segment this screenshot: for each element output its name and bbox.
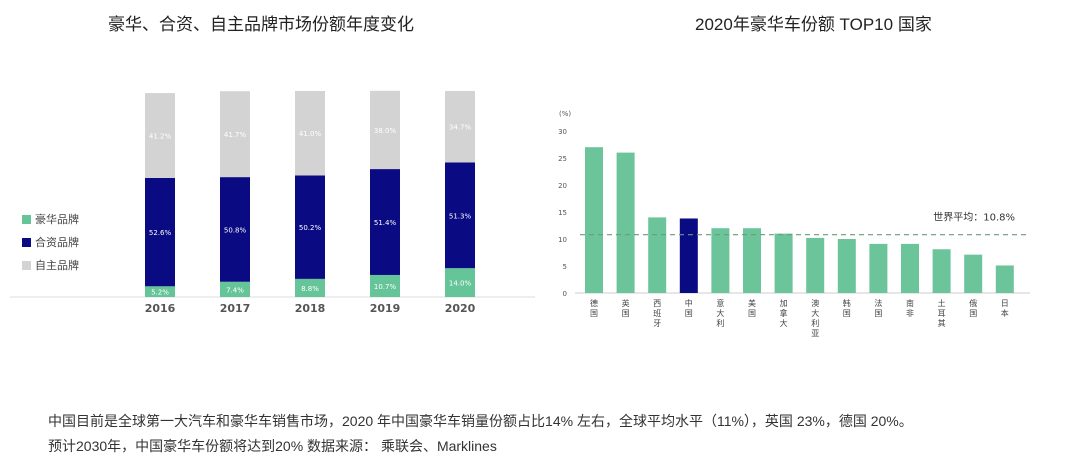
stack-segment-3-2019 bbox=[370, 90, 400, 170]
y-tick-30: 30 bbox=[558, 128, 567, 136]
x-tick-2016: 2016 bbox=[145, 302, 176, 315]
x-tick-德国: 德国 bbox=[590, 298, 598, 318]
x-tick-英国: 英国 bbox=[622, 298, 630, 318]
y-tick-5: 5 bbox=[563, 263, 567, 271]
x-tick-南非: 南非 bbox=[906, 298, 914, 318]
world-average-label: 世界平均：10.8% bbox=[933, 212, 1015, 224]
y-tick-25: 25 bbox=[558, 155, 567, 163]
bar-加拿大 bbox=[774, 233, 793, 293]
y-axis-unit: (%) bbox=[559, 110, 571, 118]
bar-中国 bbox=[679, 218, 698, 293]
bar-英国 bbox=[616, 152, 635, 293]
y-tick-0: 0 bbox=[563, 290, 567, 298]
segment-label-1-2017: 7.4% bbox=[226, 286, 244, 294]
segment-label-1-2018: 8.8% bbox=[301, 285, 319, 293]
stack-segment-1-2016 bbox=[145, 286, 175, 297]
legend-swatch-1 bbox=[22, 215, 31, 224]
bar-西班牙 bbox=[648, 217, 667, 293]
x-tick-西班牙: 西班牙 bbox=[653, 299, 661, 328]
y-tick-10: 10 bbox=[558, 236, 567, 244]
stack-segment-2-2018 bbox=[295, 175, 325, 279]
stack-segment-2-2020 bbox=[445, 162, 475, 269]
segment-label-1-2016: 5.2% bbox=[151, 289, 169, 297]
stack-segment-3-2016 bbox=[145, 93, 175, 178]
stack-segment-1-2017 bbox=[220, 281, 250, 297]
x-tick-俄国: 俄国 bbox=[969, 298, 977, 318]
x-tick-2017: 2017 bbox=[220, 302, 251, 315]
x-tick-中国: 中国 bbox=[685, 298, 693, 318]
market-share-stacked-chart: 5.2% 52.6% 41.2% 2016 7.4% 50.8% 41.7% 2017 8.8%… bbox=[10, 90, 535, 315]
stack-segment-1-2018 bbox=[295, 278, 325, 297]
segment-label-3-2017: 41.7% bbox=[224, 131, 247, 139]
bar-澳大利亚 bbox=[806, 237, 825, 293]
left-chart-title: 豪华、合资、自主品牌市场份额年度变化 bbox=[108, 15, 414, 34]
x-tick-美国: 美国 bbox=[748, 298, 756, 318]
bar-韩国 bbox=[837, 239, 856, 293]
right-chart-title: 2020年豪华车份额 TOP10 国家 bbox=[695, 15, 932, 34]
segment-label-2-2016: 52.6% bbox=[149, 229, 172, 237]
luxury-share-top10-chart: (%) 0 5 10 15 20 25 30 德国 英国 西班牙 中国 意大利 美国 加拿大 澳大利亚 韩国 法国… bbox=[558, 110, 1030, 338]
x-tick-2020: 2020 bbox=[445, 302, 476, 315]
bar-日本 bbox=[995, 265, 1014, 293]
legend-label-1: 豪华品牌 bbox=[35, 212, 79, 226]
x-tick-韩国: 韩国 bbox=[843, 298, 851, 318]
legend-label-2: 合资品牌 bbox=[35, 235, 79, 249]
segment-label-1-2019: 10.7% bbox=[374, 283, 397, 291]
segment-label-2-2019: 51.4% bbox=[374, 219, 397, 227]
x-tick-2019: 2019 bbox=[370, 302, 401, 315]
footer-note-line-1: 中国目前是全球第一大汽车和豪华车销售市场，2020 年中国豪华车销量份额占比14… bbox=[48, 413, 913, 429]
footer-note-line-2: 预计2030年，中国豪华车份额将达到20% 数据来源： 乘联会、Markline… bbox=[48, 438, 497, 454]
x-tick-土耳其: 土耳其 bbox=[938, 298, 946, 328]
x-tick-日本: 日本 bbox=[1001, 299, 1009, 318]
bar-德国 bbox=[585, 147, 603, 293]
stack-segment-3-2018 bbox=[295, 91, 325, 176]
segment-label-3-2019: 38.0% bbox=[374, 127, 397, 135]
stack-segment-3-2017 bbox=[220, 91, 250, 178]
bar-法国 bbox=[869, 243, 888, 293]
bar-南非 bbox=[901, 243, 919, 293]
stack-segment-1-2019 bbox=[370, 274, 400, 297]
x-tick-加拿大: 加拿大 bbox=[780, 298, 788, 328]
x-tick-法国: 法国 bbox=[874, 298, 882, 318]
bar-美国 bbox=[743, 228, 761, 293]
stack-segment-1-2020 bbox=[445, 268, 475, 297]
y-tick-20: 20 bbox=[558, 182, 567, 190]
x-tick-2018: 2018 bbox=[295, 302, 326, 315]
x-tick-意大利: 意大利 bbox=[716, 298, 724, 328]
y-tick-15: 15 bbox=[558, 209, 567, 217]
segment-label-2-2017: 50.8% bbox=[224, 226, 247, 234]
legend-swatch-3 bbox=[22, 261, 31, 270]
bar-意大利 bbox=[711, 228, 730, 293]
segment-label-3-2020: 34.7% bbox=[449, 124, 472, 132]
stack-segment-2-2017 bbox=[220, 177, 250, 282]
segment-label-2-2020: 51.3% bbox=[449, 212, 472, 220]
bar-土耳其 bbox=[932, 249, 951, 293]
segment-label-1-2020: 14.0% bbox=[449, 280, 472, 288]
stack-segment-3-2020 bbox=[445, 91, 475, 163]
stack-segment-2-2016 bbox=[145, 177, 175, 287]
bar-俄国 bbox=[964, 254, 983, 293]
segment-label-3-2016: 41.2% bbox=[149, 132, 172, 140]
legend-swatch-2 bbox=[22, 238, 31, 247]
stack-segment-2-2019 bbox=[370, 169, 400, 275]
x-tick-澳大利亚: 澳大利亚 bbox=[811, 298, 819, 338]
segment-label-2-2018: 50.2% bbox=[299, 224, 322, 232]
segment-label-3-2018: 41.0% bbox=[299, 130, 322, 138]
legend-label-3: 自主品牌 bbox=[35, 258, 79, 272]
